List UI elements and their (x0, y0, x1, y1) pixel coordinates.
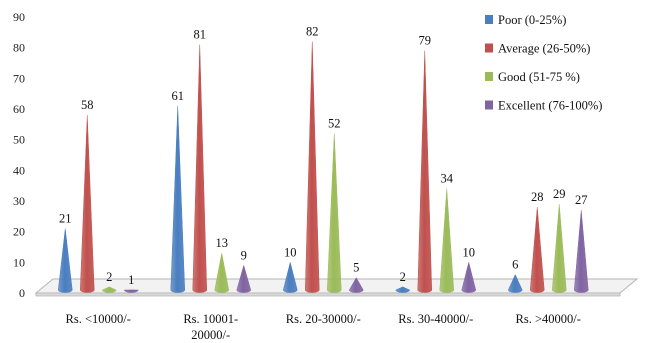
cone-good-51-75-4 (439, 188, 455, 293)
data-label: 1 (128, 273, 134, 287)
legend-label-excellent-76-100: Excellent (76-100%) (498, 99, 602, 113)
data-label: 21 (59, 212, 72, 226)
cone-excellent-76-100-3 (348, 277, 364, 293)
data-label: 79 (419, 34, 432, 48)
data-label: 2 (400, 270, 406, 284)
y-tick-label: 40 (13, 163, 25, 177)
cone-good-51-75-1 (101, 286, 117, 293)
data-label: 28 (531, 190, 544, 204)
data-label: 10 (284, 245, 297, 259)
data-label: 82 (306, 25, 319, 39)
cone-poor-0-25-1 (57, 228, 73, 293)
floor-edge (35, 292, 621, 297)
data-label: 61 (172, 89, 185, 103)
data-label: 27 (575, 193, 588, 207)
legend-label-good-51-75: Good (51-75 %) (498, 70, 580, 84)
y-tick-label: 60 (13, 102, 25, 116)
data-label: 10 (463, 245, 476, 259)
cone-good-51-75-5 (551, 204, 567, 293)
y-tick-label: 80 (13, 41, 25, 55)
legend-swatch-average-26-50 (485, 43, 493, 53)
y-tick-label: 10 (13, 255, 25, 269)
cone-poor-0-25-2 (170, 105, 186, 293)
data-label: 9 (241, 248, 247, 262)
cone-average-26-50-2 (192, 44, 208, 293)
x-category-label: 20000/- (191, 328, 230, 342)
legend-swatch-poor-0-25 (485, 15, 493, 24)
cone-good-51-75-3 (326, 133, 342, 293)
x-category-label: Rs. 30-40000/- (398, 312, 473, 326)
data-label: 52 (328, 117, 341, 131)
data-label: 6 (512, 258, 518, 272)
legend-label-average-26-50: Average (26-50%) (498, 42, 590, 56)
cone-average-26-50-4 (417, 50, 433, 293)
y-tick-label: 50 (13, 133, 25, 147)
x-category-label: Rs. >40000/- (516, 312, 581, 326)
x-category-label: Rs. 10001- (183, 312, 238, 326)
cone-excellent-76-100-4 (461, 262, 477, 293)
cone-average-26-50-3 (304, 41, 320, 293)
y-tick-label: 90 (13, 10, 25, 24)
y-axis: 0 10 20 30 40 50 60 70 80 90 (13, 10, 25, 300)
legend-label-poor-0-25: Poor (0-25%) (498, 13, 566, 27)
cone-excellent-76-100-2 (236, 264, 252, 293)
cone-average-26-50-1 (79, 115, 95, 293)
cone-poor-0-25-4 (395, 286, 411, 293)
data-label: 34 (441, 172, 454, 186)
legend-swatch-excellent-76-100 (485, 100, 493, 110)
data-label: 58 (81, 98, 94, 112)
legend: Poor (0-25%) Average (26-50%) Good (51-75 … (485, 13, 602, 113)
cone-poor-0-25-3 (282, 262, 298, 293)
data-label: 29 (553, 187, 566, 201)
x-axis: Rs. <10000/- Rs. 10001- 20000/- Rs. 20-3000… (66, 312, 581, 342)
plot-area (57, 41, 589, 293)
y-tick-label: 30 (13, 194, 25, 208)
y-tick-label: 20 (13, 225, 25, 239)
y-tick-label: 70 (13, 71, 25, 85)
y-tick-label: 0 (19, 286, 25, 300)
legend-swatch-good-51-75 (485, 72, 493, 81)
x-category-label: Rs. <10000/- (66, 312, 131, 326)
cone-poor-0-25-5 (507, 273, 523, 293)
data-label: 2 (106, 270, 112, 284)
data-label: 13 (216, 236, 229, 250)
cone-average-26-50-5 (529, 207, 545, 293)
cone-good-51-75-2 (214, 253, 230, 293)
data-label: 5 (353, 261, 359, 275)
x-category-label: Rs. 20-30000/- (286, 312, 361, 326)
data-label: 81 (194, 28, 207, 42)
cone-excellent-76-100-1 (123, 289, 139, 293)
cone-excellent-76-100-5 (573, 210, 589, 293)
